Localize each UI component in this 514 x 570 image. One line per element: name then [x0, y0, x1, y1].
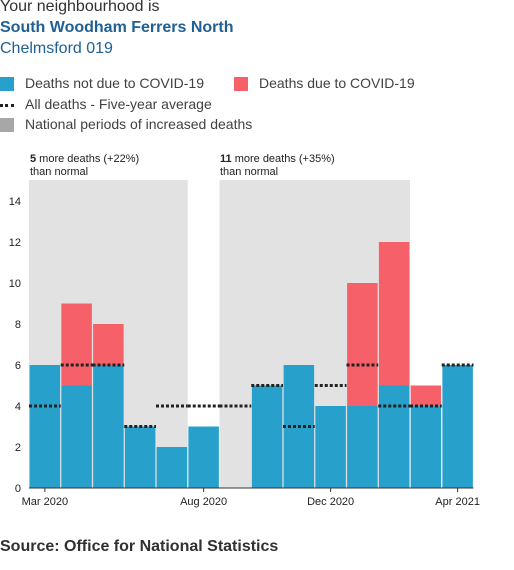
deaths-chart: 0 2 4 6 8 10 12 14 Mar 2020 Aug 2020 Dec 2020 Apr 2… — [9, 153, 480, 508]
bar-not-covid-10 — [347, 406, 378, 488]
bar-not-covid-11 — [378, 385, 410, 488]
x-tick-label-1: Aug 2020 — [180, 496, 227, 508]
bar-not-covid-13 — [442, 365, 473, 488]
legend-label-not-covid: Deaths not due to COVID-19 — [25, 75, 204, 91]
annotation-period-2-line2: than normal — [220, 166, 278, 178]
chart-header: Your neighbourhood is South Woodham Ferr… — [0, 0, 234, 59]
y-tick-label-2: 2 — [15, 442, 21, 454]
y-tick-label-14: 14 — [9, 196, 21, 208]
bar-not-covid-3 — [124, 426, 156, 488]
legend-swatch-average — [0, 104, 14, 107]
y-tick-label-4: 4 — [15, 401, 21, 413]
bar-covid-2 — [93, 324, 124, 365]
increased-deaths-period-2 — [219, 180, 410, 488]
y-tick-label-6: 6 — [15, 360, 21, 372]
x-tick-label-0: Mar 2020 — [22, 496, 68, 508]
header-intro: Your neighbourhood is — [0, 0, 160, 15]
bar-not-covid-12 — [410, 406, 442, 488]
bar-not-covid-1 — [61, 385, 92, 488]
bar-not-covid-2 — [93, 365, 124, 488]
bar-not-covid-4 — [156, 447, 188, 488]
x-tick-label-3: Apr 2021 — [435, 496, 480, 508]
legend-label-covid: Deaths due to COVID-19 — [259, 75, 415, 91]
legend-label-periods: National periods of increased deaths — [25, 116, 253, 132]
source-note: Source: Office for National Statistics — [0, 538, 279, 555]
y-tick-label-12: 12 — [9, 237, 21, 249]
legend-swatch-not-covid — [0, 77, 14, 91]
bar-covid-10 — [347, 283, 378, 406]
bar-not-covid-9 — [315, 406, 346, 488]
bar-covid-11 — [378, 242, 410, 386]
bar-not-covid-5 — [188, 426, 219, 488]
area-name: South Woodham Ferrers North — [0, 19, 234, 36]
y-tick-label-10: 10 — [9, 278, 21, 290]
y-tick-label-8: 8 — [15, 319, 21, 331]
annotation-period-1-line2: than normal — [30, 166, 88, 178]
area-code: Chelmsford 019 — [0, 40, 113, 57]
bar-not-covid-0 — [29, 365, 61, 488]
annotation-period-2-line1: 11 more deaths (+35%) — [220, 153, 335, 165]
legend-swatch-periods — [0, 118, 14, 132]
bar-not-covid-7 — [251, 385, 283, 488]
bar-covid-1 — [61, 303, 92, 386]
y-tick-label-0: 0 — [15, 483, 21, 495]
legend-label-average: All deaths - Five-year average — [25, 96, 212, 112]
legend-swatch-covid — [234, 77, 248, 91]
x-tick-label-2: Dec 2020 — [307, 496, 354, 508]
annotation-period-1-line1: 5 more deaths (+22%) — [30, 153, 139, 165]
bar-covid-12 — [410, 385, 442, 406]
